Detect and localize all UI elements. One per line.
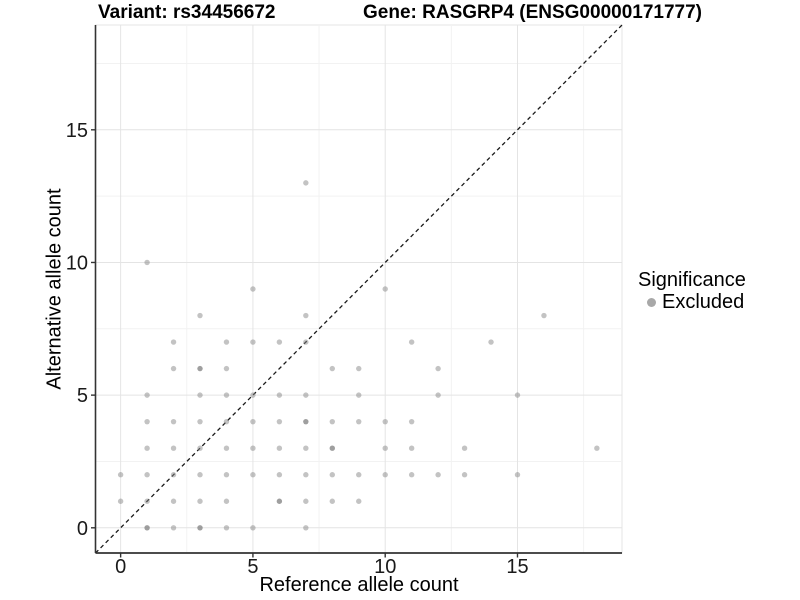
data-point — [461, 472, 468, 478]
data-point — [408, 418, 415, 425]
data-point — [329, 445, 335, 451]
data-point — [382, 286, 388, 292]
x-tick-label: 10 — [374, 556, 396, 578]
data-point — [382, 418, 388, 425]
data-point — [594, 445, 600, 451]
data-point — [250, 525, 256, 531]
data-point — [435, 365, 441, 372]
data-point — [144, 525, 150, 531]
data-point — [303, 339, 309, 345]
data-point — [223, 445, 230, 451]
data-point — [382, 472, 388, 478]
data-point — [197, 418, 203, 425]
data-point — [356, 365, 362, 372]
data-point — [250, 392, 256, 398]
x-tick-label: 15 — [506, 556, 528, 578]
data-point — [117, 472, 124, 478]
data-point — [117, 498, 124, 504]
data-point — [170, 418, 177, 425]
data-point — [303, 445, 309, 451]
data-point — [144, 445, 150, 451]
data-point — [223, 339, 230, 345]
data-point — [223, 392, 230, 398]
data-point — [435, 472, 441, 478]
data-point — [276, 418, 283, 425]
data-point — [223, 498, 230, 504]
data-point — [144, 259, 150, 266]
data-point — [170, 445, 177, 451]
data-point — [303, 472, 309, 478]
data-point — [223, 418, 230, 425]
plot-title-gene: Gene: RASGRP4 (ENSG00000171777) — [363, 2, 702, 23]
y-axis-title: Alternative allele count — [43, 188, 66, 390]
data-point — [303, 312, 309, 319]
data-point — [223, 365, 230, 372]
data-point — [514, 392, 521, 398]
data-point — [197, 392, 203, 398]
data-point — [197, 445, 203, 451]
data-point — [223, 525, 230, 531]
data-point — [303, 525, 309, 531]
data-point — [144, 392, 150, 398]
y-tick-label: 15 — [66, 120, 88, 142]
data-point — [170, 525, 177, 531]
data-point — [461, 445, 468, 451]
y-tick-label: 10 — [66, 252, 88, 274]
data-point — [356, 498, 362, 504]
data-point — [197, 472, 203, 478]
data-point — [356, 392, 362, 398]
y-tick-label: 0 — [77, 518, 88, 540]
data-point — [408, 339, 415, 345]
x-tick-label: 5 — [247, 556, 258, 578]
data-point — [250, 445, 256, 451]
data-point — [303, 418, 309, 425]
data-point — [356, 472, 362, 478]
data-point — [329, 365, 335, 372]
data-point — [250, 418, 256, 425]
data-point — [144, 498, 150, 504]
data-point — [488, 339, 494, 345]
data-point — [250, 286, 256, 292]
data-point — [197, 312, 203, 319]
data-point — [329, 418, 335, 425]
data-point — [276, 445, 283, 451]
data-point — [408, 445, 415, 451]
data-point — [276, 392, 283, 398]
data-point — [435, 392, 441, 398]
data-point — [170, 472, 177, 478]
data-point — [197, 365, 203, 372]
x-tick-label: 0 — [115, 556, 126, 578]
data-point — [329, 472, 335, 478]
data-point — [303, 180, 309, 186]
data-point — [144, 472, 150, 478]
data-point — [356, 418, 362, 425]
data-point — [276, 498, 283, 504]
data-point — [541, 312, 547, 319]
data-point — [250, 472, 256, 478]
identity-reference-line — [95, 24, 623, 554]
data-point — [303, 392, 309, 398]
data-point — [250, 339, 256, 345]
data-point — [408, 472, 415, 478]
x-axis-title: Reference allele count — [259, 574, 459, 596]
data-point — [382, 445, 388, 451]
data-point — [514, 472, 521, 478]
data-point — [303, 498, 309, 504]
data-point — [144, 418, 150, 425]
plot-title-variant: Variant: rs34456672 — [98, 2, 276, 23]
data-point — [329, 498, 335, 504]
data-point — [170, 498, 177, 504]
data-point — [170, 339, 177, 345]
data-point — [276, 339, 283, 345]
data-point — [223, 472, 230, 478]
data-point — [170, 365, 177, 372]
data-point — [197, 525, 203, 531]
data-point — [197, 498, 203, 504]
y-tick-label: 5 — [77, 385, 88, 407]
data-point — [276, 472, 283, 478]
